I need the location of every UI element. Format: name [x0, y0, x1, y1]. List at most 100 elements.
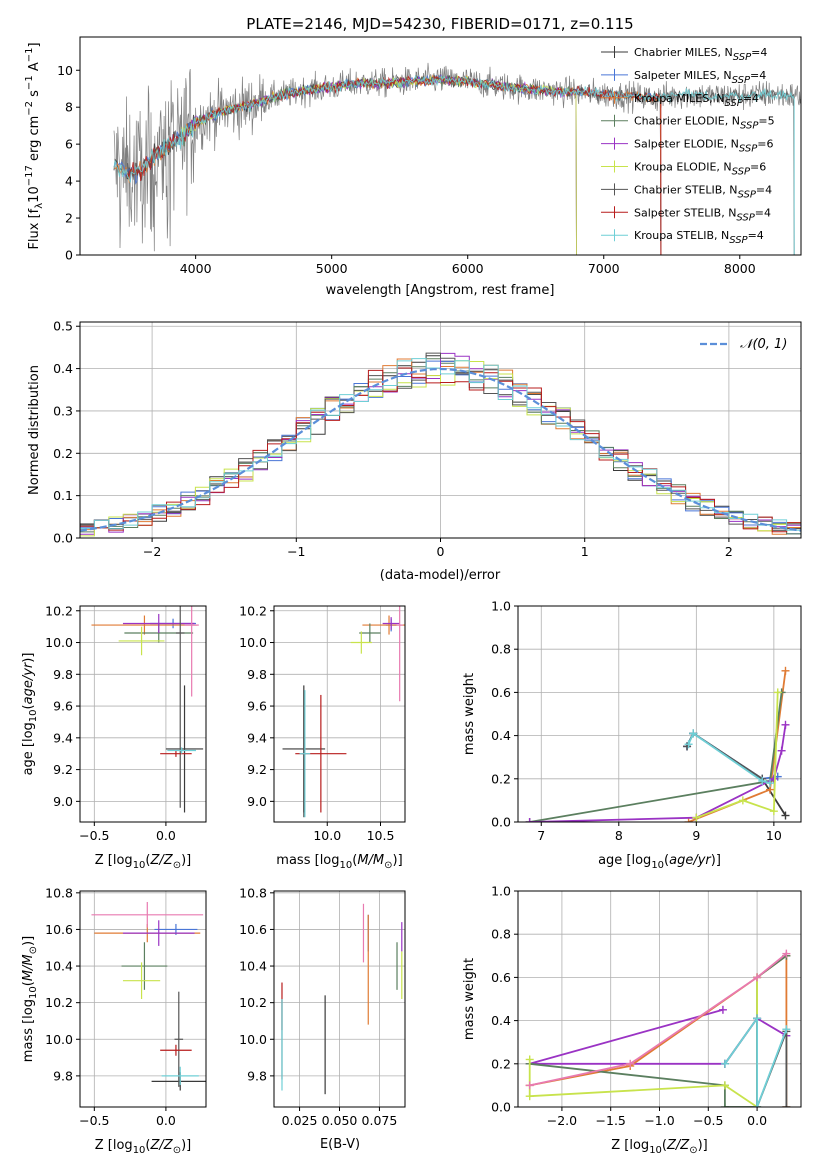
y-tick-label: 0.4 [491, 728, 511, 743]
y-tick-label: 0.0 [491, 1100, 511, 1115]
y-tick-label: 0.2 [491, 1056, 511, 1071]
y-tick-label: 0.0 [491, 815, 511, 830]
figure-title: PLATE=2146, MJD=54230, FIBERID=0171, z=0… [246, 15, 633, 33]
x-axis-label: wavelength [Angstrom, rest frame] [326, 283, 555, 298]
hist-step-chabrier-stelib [80, 352, 801, 529]
axes-mass_vs_Z: −0.5 0.0 9.8 10.0 10.2 10.4 10.6 10.8 Z [log10(Z… [21, 885, 207, 1156]
x-tick-label: 10.0 [313, 828, 341, 843]
axes-frame [517, 605, 802, 823]
weight-line [529, 952, 787, 1087]
y-tick-label: 9.8 [247, 667, 267, 682]
x-tick-label: 0.0 [156, 828, 176, 843]
axes-age_vs_mass: 10.0 10.5 9.0 9.2 9.4 9.6 9.8 10.0 10.2 mass [log… [239, 603, 406, 871]
axes-frame [273, 605, 406, 823]
y-tick-label: 9.8 [247, 1068, 267, 1083]
legend-label: Chabrier MILES, NSSP=4 [634, 46, 767, 63]
legend-label: Kroupa ELODIE, NSSP=6 [634, 161, 766, 178]
spectrum-legend: Chabrier MILES, NSSP=4 Salpeter MILES, NS… [601, 46, 775, 246]
y-tick-label: 1.0 [491, 884, 511, 899]
plot-area [113, 62, 801, 255]
x-tick-label: −2.0 [547, 1113, 577, 1128]
x-tick-label: 4000 [180, 261, 212, 276]
plot-area [282, 606, 405, 818]
y-tick-label: 9.0 [247, 794, 267, 809]
y-tick-label: 10.6 [239, 922, 267, 937]
y-axis-label: mass weight [462, 958, 477, 1040]
x-tick-label: −2 [143, 544, 161, 559]
x-tick-label: 7000 [588, 261, 620, 276]
y-tick-label: 10.2 [45, 603, 73, 618]
x-tick-label: −0.5 [79, 828, 109, 843]
y-tick-label: 2 [65, 211, 73, 226]
plot-area [91, 901, 206, 1091]
y-tick-label: 0.0 [53, 531, 73, 546]
y-tick-label: 0.6 [491, 685, 511, 700]
y-tick-label: 0.1 [53, 488, 73, 503]
y-tick-label: 10.8 [239, 885, 267, 900]
x-axis-label: E(B-V) [320, 1137, 360, 1152]
hist-step-salpeter-elodie [80, 352, 801, 535]
y-tick-label: 9.8 [53, 667, 73, 682]
legend-label: Salpeter ELODIE, NSSP=6 [634, 138, 773, 155]
plot-area [525, 949, 791, 1107]
y-axis-label: Flux [fλ10−17 erg cm−2 s−1 A−1] [24, 42, 45, 249]
x-tick-label: −1.0 [644, 1113, 674, 1128]
y-tick-label: 10 [57, 63, 73, 78]
y-axis-label: mass [log10(M/M⊙)] [21, 936, 39, 1062]
legend-label: Chabrier ELODIE, NSSP=5 [634, 115, 775, 132]
plot-area [525, 666, 790, 822]
y-tick-label: 9.8 [53, 1068, 73, 1083]
x-tick-label: −0.5 [79, 1113, 109, 1128]
model-line-kroupa-stelib [113, 74, 795, 255]
axes-frame [79, 890, 207, 1108]
y-tick-label: 4 [65, 174, 73, 189]
x-tick-label: 0 [437, 544, 445, 559]
x-tick-label: 0.025 [282, 1113, 318, 1128]
x-tick-label: −1.5 [596, 1113, 626, 1128]
x-tick-label: −1 [287, 544, 305, 559]
plot-area [91, 606, 204, 813]
x-tick-label: 0.050 [322, 1113, 358, 1128]
x-tick-label: 0.075 [362, 1113, 398, 1128]
y-tick-label: 9.6 [247, 699, 267, 714]
x-tick-label: 8 [615, 828, 623, 843]
y-tick-label: 9.2 [247, 762, 267, 777]
legend-label: 𝒩(0, 1) [740, 337, 787, 352]
y-axis-label: Normed distribution [27, 365, 42, 495]
x-tick-label: 8000 [724, 261, 756, 276]
axes-frame [79, 36, 802, 256]
x-tick-label: 6000 [452, 261, 484, 276]
x-axis-label: mass [log10(M/M⊙)] [276, 853, 402, 871]
y-tick-label: 0 [65, 248, 73, 263]
axes-residuals: −2 −1 0 1 2 0.0 0.1 0.2 0.3 0.4 0.5 𝒩(0, 1) (data-mo… [27, 319, 802, 583]
y-tick-label: 0.4 [491, 1013, 511, 1028]
weight-line [687, 732, 771, 784]
x-axis-label: age [log10(age/yr)] [598, 853, 721, 871]
y-tick-label: 0.8 [491, 927, 511, 942]
y-tick-label: 10.0 [45, 1032, 73, 1047]
legend-label: Kroupa STELIB, NSSP=4 [634, 229, 764, 246]
y-tick-label: 10.4 [239, 959, 267, 974]
y-axis-label: age [log10(age/yr)] [21, 653, 39, 776]
y-tick-label: 10.2 [239, 603, 267, 618]
legend-label: Salpeter STELIB, NSSP=4 [634, 206, 771, 223]
y-tick-label: 9.4 [53, 730, 73, 745]
y-tick-label: 9.6 [53, 699, 73, 714]
x-tick-label: 10 [766, 828, 782, 843]
y-tick-label: 10.8 [45, 885, 73, 900]
x-tick-label: 9 [692, 828, 700, 843]
x-tick-label: 7 [537, 828, 545, 843]
y-tick-label: 0.8 [491, 642, 511, 657]
axes-weight_vs_Z: −2.0 −1.5 −1.0 −0.5 0.0 0.0 0.2 0.4 0.6 0.8 1.0 Z [… [462, 884, 802, 1156]
y-tick-label: 0.6 [491, 970, 511, 985]
x-tick-label: −0.5 [693, 1113, 723, 1128]
x-tick-label: 0.0 [156, 1113, 176, 1128]
gaussian-curve [80, 367, 801, 532]
x-tick-label: 10.5 [367, 828, 395, 843]
y-tick-label: 0.5 [53, 319, 73, 334]
y-tick-label: 6 [65, 137, 73, 152]
legend-label: Chabrier STELIB, NSSP=4 [634, 183, 772, 200]
y-tick-label: 10.0 [239, 1032, 267, 1047]
y-tick-label: 10.2 [239, 995, 267, 1010]
x-tick-label: 5000 [316, 261, 348, 276]
